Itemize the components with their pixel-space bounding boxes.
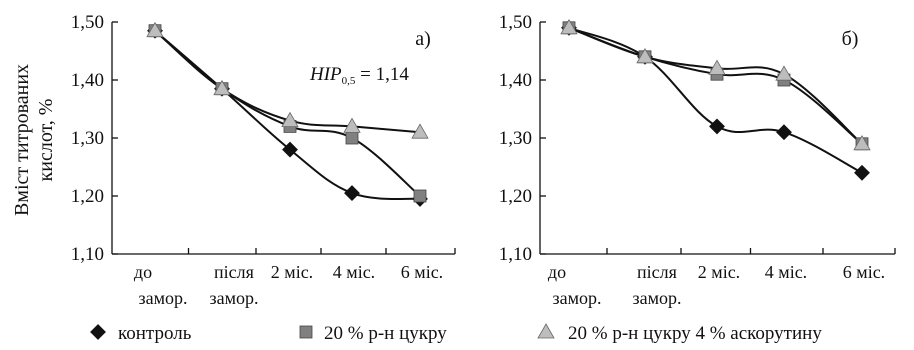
data-point-triangle (281, 111, 299, 127)
x-tick-label-line2: замор. (553, 288, 602, 308)
x-tick-label: 2 міс. (698, 262, 740, 282)
y-tick-label: 1,30 (499, 128, 532, 149)
legend-marker-square (299, 325, 313, 339)
x-tick-label: 4 міс. (333, 262, 375, 282)
x-tick-label: до (134, 262, 152, 282)
data-point-triangle (560, 18, 578, 35)
y-axis-label-line2: кислот, % (35, 99, 57, 182)
series-line-square (154, 29, 421, 197)
x-tick-label: після (214, 262, 254, 282)
y-tick-label: 1,50 (499, 12, 532, 33)
legend-label: 20 % р-н цукру 4 % аскорутину (568, 323, 822, 344)
data-point-diamond (776, 124, 792, 141)
legend: контроль 20 % р-н цукру 20 % р-н цукру 4 %… (90, 323, 822, 344)
legend-marker-triangle (537, 323, 555, 339)
y-tick-label: 1,40 (71, 70, 104, 91)
y-tick-label: 1,10 (71, 244, 104, 265)
x-tick-label-line2: замор. (139, 288, 188, 308)
data-point-diamond (709, 118, 725, 135)
significance-annotation: НІР0,5 = 1,14 (309, 64, 409, 87)
x-tick-label: 2 міс. (271, 262, 313, 282)
chart-panel-b: 1,10 1,20 1,30 1,40 1,50 до замор. після замор. 2… (499, 12, 896, 308)
data-point-triangle (343, 117, 361, 133)
y-tick-label: 1,40 (499, 70, 532, 91)
x-tick-label: 4 міс. (765, 262, 807, 282)
y-tick-label: 1,20 (499, 186, 532, 207)
data-point-diamond (854, 164, 870, 181)
legend-marker-diamond (90, 324, 106, 340)
panel-label: а) (415, 28, 431, 50)
x-tick-label: 6 міс. (843, 262, 885, 282)
data-point-triangle (213, 79, 231, 96)
y-axis-label: Вміст титрованих (11, 64, 33, 216)
y-tick-label: 1,10 (499, 244, 532, 265)
y-tick-label: 1,50 (71, 12, 104, 33)
data-point-square (413, 189, 427, 203)
chart-panel-a: 1,10 1,20 1,30 1,40 1,50 до замор. після замор. 2… (11, 12, 456, 308)
legend-label: 20 % р-н цукру (324, 323, 447, 344)
series-line-diamond (154, 29, 421, 200)
x-tick-label-line2: замор. (633, 288, 682, 308)
data-point-triangle (708, 59, 726, 75)
data-point-square (345, 131, 359, 145)
data-point-triangle (411, 123, 429, 139)
x-tick-label-line2: замор. (210, 288, 259, 308)
y-tick-label: 1,20 (71, 186, 104, 207)
data-point-triangle (636, 47, 654, 64)
data-point-triangle (853, 134, 871, 151)
x-tick-label: до (548, 262, 566, 282)
y-tick-label: 1,30 (71, 128, 104, 149)
data-point-diamond (282, 141, 298, 158)
x-tick-label: 6 міс. (401, 262, 443, 282)
data-point-diamond (344, 185, 360, 202)
data-point-triangle (775, 65, 793, 81)
panel-label: б) (842, 28, 859, 50)
data-point-triangle (146, 21, 164, 38)
x-tick-label: після (637, 262, 677, 282)
legend-label: контроль (118, 323, 192, 344)
